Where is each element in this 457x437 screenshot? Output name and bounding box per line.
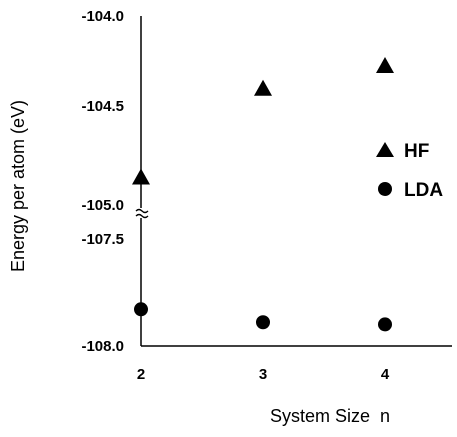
axis-break-gap <box>130 208 152 218</box>
x-axis-title: System Size n <box>270 406 390 426</box>
legend-circle-icon <box>378 182 392 196</box>
legend-triangle-icon <box>376 142 394 157</box>
point-hf-n3 <box>254 79 272 96</box>
point-lda-n3 <box>256 315 270 330</box>
point-hf-n2 <box>132 168 150 185</box>
y-tick-label-104-5: -104.5 <box>81 98 124 115</box>
x-tick-label-3: 3 <box>259 366 267 383</box>
legend-label-hf: HF <box>404 141 429 162</box>
y-tick-label-107-5: -107.5 <box>81 231 124 248</box>
x-tick-label-4: 4 <box>381 366 390 383</box>
point-hf-n4 <box>376 57 394 74</box>
y-tick-label-108-0: -108.0 <box>81 338 124 355</box>
x-tick-label-2: 2 <box>137 366 145 383</box>
y-tick-label-104-0: -104.0 <box>81 8 124 25</box>
axis-break-mark <box>135 208 149 219</box>
point-lda-n2 <box>134 302 148 317</box>
legend-label-lda: LDA <box>404 180 443 201</box>
y-tick-label-105-0: -105.0 <box>81 197 124 214</box>
y-axis-title: Energy per atom (eV) <box>8 100 28 272</box>
data-markers <box>132 57 394 332</box>
point-lda-n4 <box>378 317 392 332</box>
